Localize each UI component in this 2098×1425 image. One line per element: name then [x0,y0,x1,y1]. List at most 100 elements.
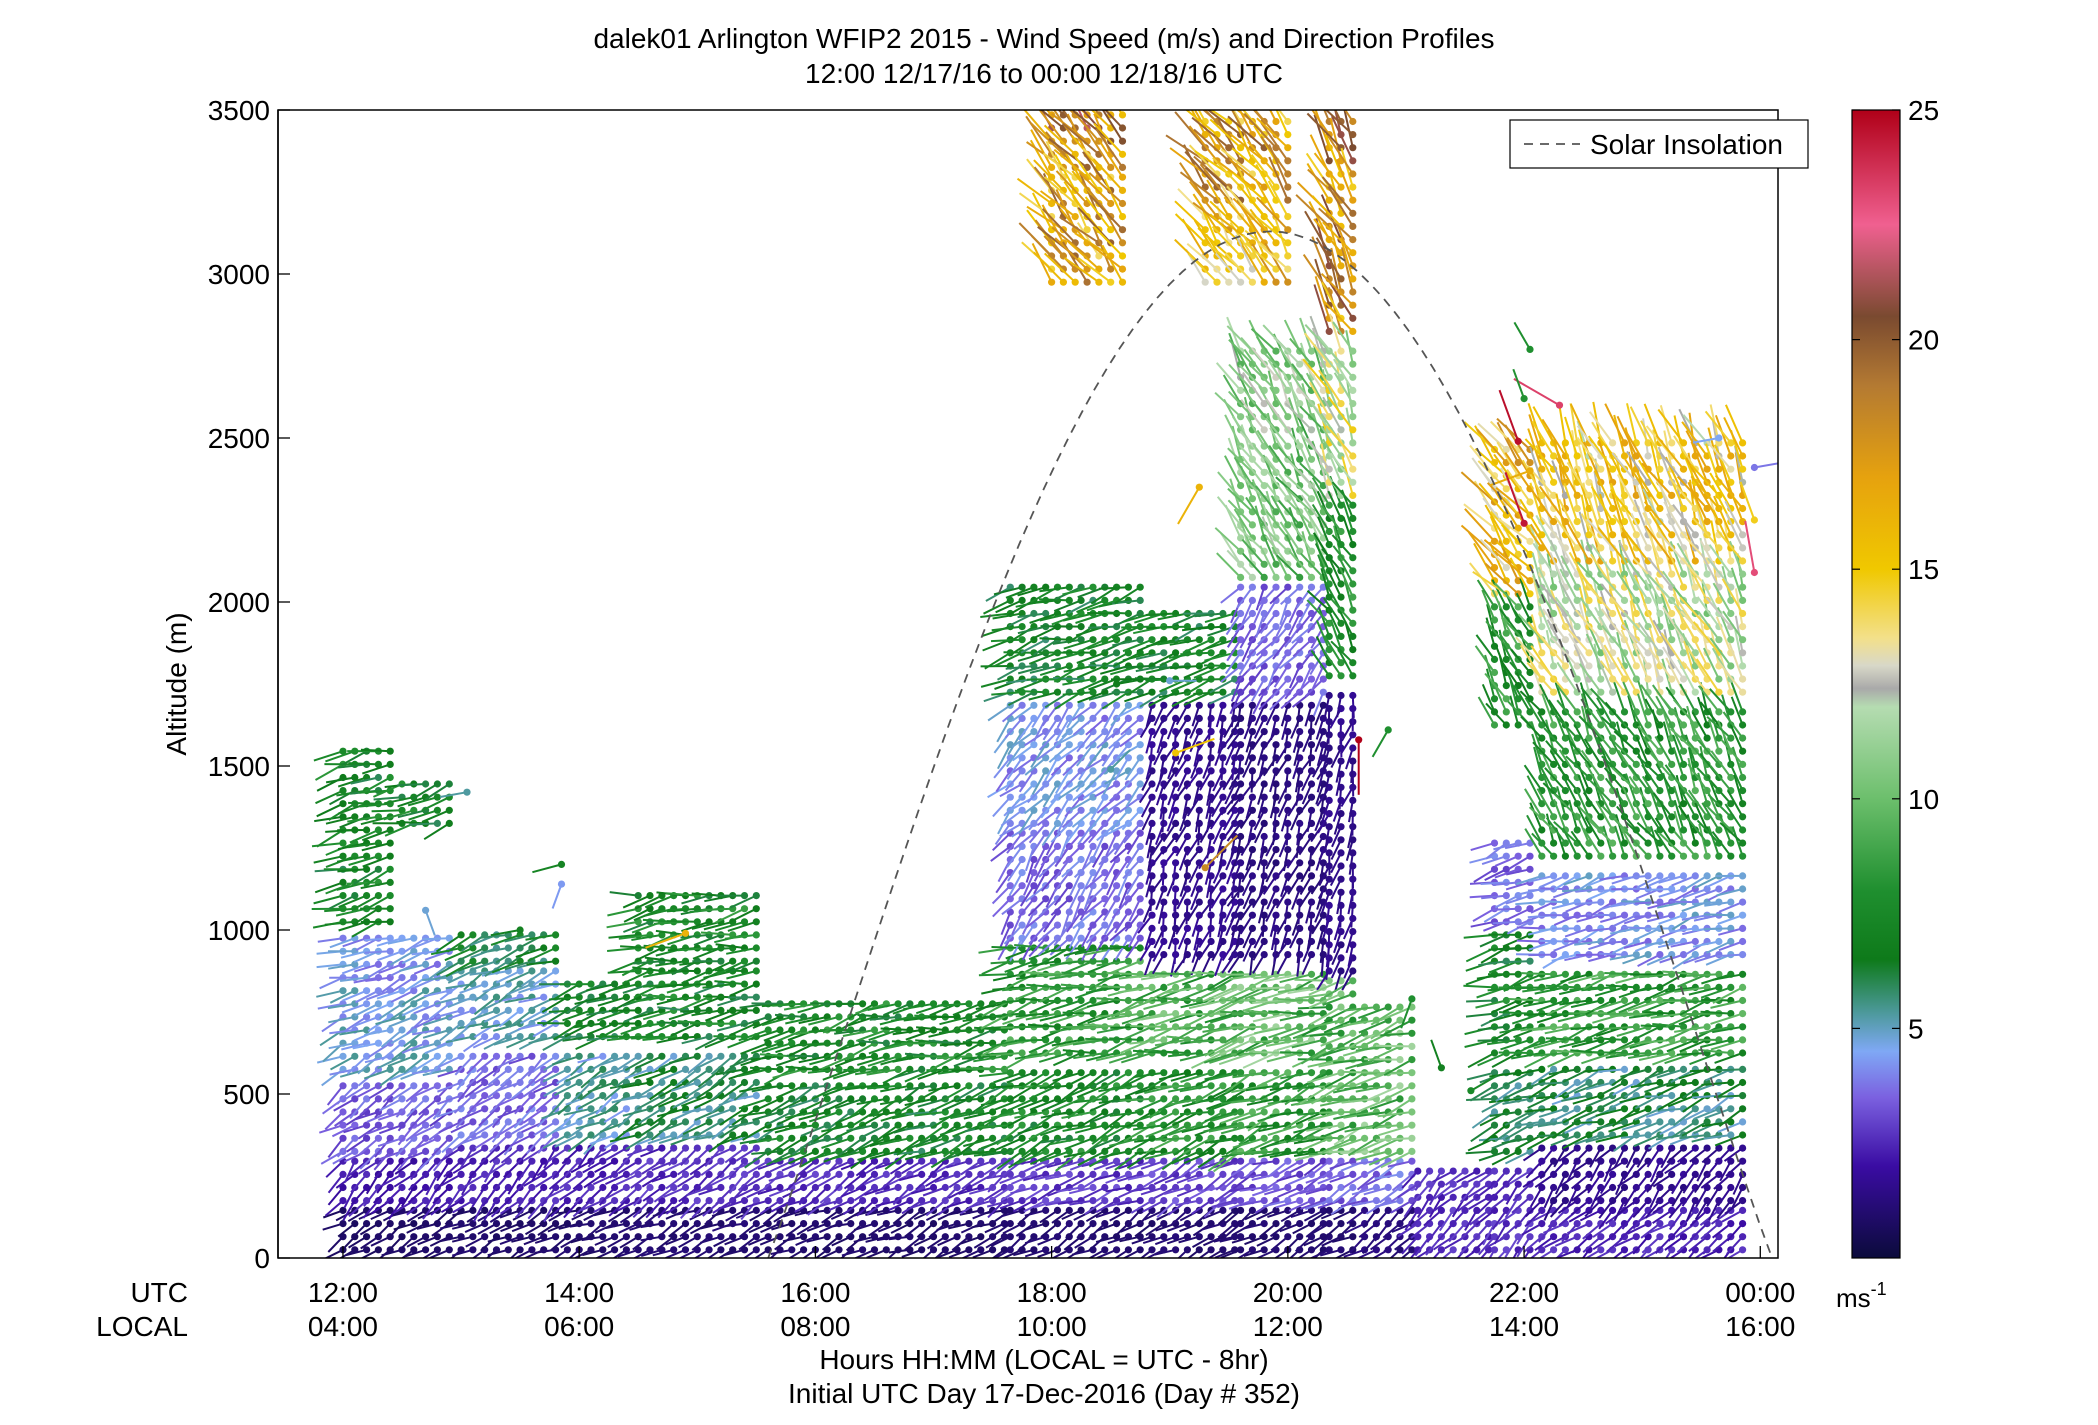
wind-barb-dot [528,1052,536,1060]
wind-barb-dot [422,1233,430,1241]
wind-barb-dot [1006,1183,1014,1192]
wind-barb-dot [386,960,394,969]
wind-barb-dot [1077,1170,1085,1178]
wind-barb-dot [445,1052,453,1060]
wind-barb-dot [492,1105,501,1113]
wind-barb [328,1042,355,1050]
wind-barb-dot [339,787,347,795]
wind-barb-dot [552,944,560,952]
wind-barb [491,1121,510,1143]
wind-barb [489,1147,509,1164]
wind-barb [491,1108,510,1129]
wind-barb [363,1186,380,1207]
wind-barb [343,1150,368,1163]
wind-barb-dot [481,1078,489,1087]
wind-barb [346,1137,368,1153]
wind-barb [457,960,486,972]
wind-barb-dot [492,993,501,1001]
wind-barb-dot [528,967,536,975]
wind-barb-dot [1065,701,1073,709]
wind-barb [362,1199,380,1219]
wind-barb [377,1111,403,1121]
wind-barb-dot [847,1134,855,1142]
wind-barb [316,802,344,818]
wind-barb [1014,1038,1046,1042]
wind-barb-dot [1195,806,1203,814]
wind-barb-dot [1160,1069,1168,1077]
wind-barb-dot [1207,1170,1215,1178]
wind-barb-dot [835,1157,843,1165]
wind-barb-dot [1195,1246,1203,1254]
wind-barb-dot [363,947,371,955]
wind-barb-dot [658,1144,666,1152]
wind-barb-dot [422,1121,430,1129]
wind-barb-dot [1030,1183,1038,1192]
wind-barb-dot [788,1246,796,1254]
wind-barb-dot [740,905,749,913]
wind-barb-dot [965,1197,973,1205]
wind-barb-dot [469,1065,477,1073]
wind-barb-dot [764,1013,772,1021]
wind-barb-dot [469,1033,477,1041]
wind-barb-dot [469,1131,477,1139]
wind-barb-dot [445,806,453,814]
wind-barb-dot [398,1095,406,1103]
wind-barb-dot [658,1052,666,1060]
wind-barb-dot [965,1121,973,1129]
wind-barb-dot [422,1157,430,1165]
wind-barb [394,1160,415,1175]
wind-barb [463,1173,486,1188]
wind-barb-dot [481,1233,489,1241]
wind-barb-dot [504,1092,512,1100]
wind-barb [450,1120,474,1134]
wind-barb-dot [433,1121,441,1129]
wind-barb-dot [729,1078,737,1087]
wind-barb-dot [646,1052,654,1060]
wind-barb-dot [941,1183,949,1192]
wind-barb-dot [1048,278,1056,286]
wind-barb [353,868,379,885]
wind-barb [441,1134,462,1154]
wind-barb-dot [339,1206,347,1214]
wind-barb-dot [658,1183,666,1192]
wind-barb [1096,997,1129,1002]
wind-barb [424,1042,450,1055]
wind-barb-dot [422,1183,430,1192]
wind-barb-dot [752,1206,760,1214]
wind-barb-dot [1160,728,1168,736]
wind-barb [337,776,367,788]
wind-barb-dot [351,813,359,821]
wind-barb [377,1137,403,1148]
wind-barb-dot [1053,1206,1062,1214]
wind-barb-dot [339,1108,347,1116]
wind-barb-dot [1101,970,1109,978]
wind-barb-dot [374,852,382,860]
wind-barb [365,1002,391,1016]
wind-barb-dot [1172,1108,1180,1116]
wind-barb [387,1055,415,1068]
wind-barb-dot [351,987,359,995]
wind-barb [421,809,450,823]
wind-barb-dot [1219,885,1227,893]
wind-barb-dot [611,1144,619,1152]
wind-barb-dot [622,1183,631,1192]
wind-barb-dot [552,1118,560,1126]
wind-barb-dot [1018,1049,1026,1057]
wind-barb [361,842,391,852]
wind-barb-dot [1148,983,1156,992]
wind-barb-dot [1136,829,1144,837]
wind-barb-dot [422,960,430,969]
wind-barb [327,1137,344,1159]
wind-barb [430,1199,450,1216]
wind-barb-dot [422,1000,430,1008]
wind-barb-dot [823,1183,831,1192]
wind-barb [416,1111,438,1128]
wind-barb-dot [906,1134,914,1142]
wind-barb-dot [386,1026,394,1034]
wind-barb-dot [1172,819,1180,828]
wind-barb-dot [1219,754,1227,762]
wind-barb-dot [386,1183,394,1192]
wind-barb-dot [1207,1233,1215,1241]
wind-barb-dot [918,1170,926,1178]
wind-barb [340,950,367,959]
